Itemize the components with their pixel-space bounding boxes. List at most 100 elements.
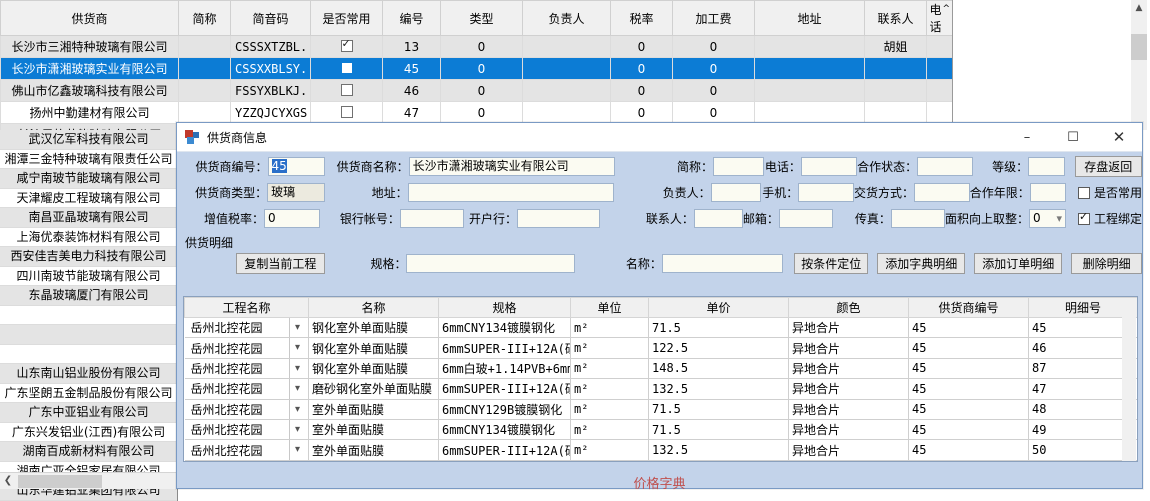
cell-common[interactable]: [311, 36, 383, 58]
chevron-down-icon[interactable]: ▾: [289, 338, 305, 357]
cell-common[interactable]: [311, 58, 383, 80]
vat-input[interactable]: 0: [264, 209, 320, 228]
common-checkbox[interactable]: [341, 40, 353, 52]
cell-common[interactable]: [311, 80, 383, 102]
add-order-detail-button[interactable]: 添加订单明细: [974, 253, 1062, 274]
common-checkbox[interactable]: [341, 106, 353, 118]
col-contact[interactable]: 联系人: [865, 1, 927, 36]
level-input[interactable]: [1028, 157, 1064, 176]
list-item[interactable]: 咸宁南玻节能玻璃有限公司: [0, 169, 177, 189]
col-common[interactable]: 是否常用: [311, 1, 383, 36]
cell-price[interactable]: 122.5: [649, 338, 789, 358]
supplier-left-list[interactable]: 武汉亿军科技有限公司湘潭三金特种玻璃有限责任公司咸宁南玻节能玻璃有限公司天津耀皮…: [0, 130, 178, 501]
dialog-title-bar[interactable]: 供货商信息 – ☐ ✕: [177, 123, 1142, 152]
chevron-down-icon[interactable]: ▾: [289, 440, 305, 459]
list-item[interactable]: 武汉亿军科技有限公司: [0, 130, 177, 150]
list-item[interactable]: [0, 306, 177, 326]
hscroll-thumb[interactable]: [18, 475, 102, 488]
col-fee[interactable]: 加工费: [673, 1, 755, 36]
list-item[interactable]: 四川南玻节能玻璃有限公司: [0, 267, 177, 287]
chevron-down-icon[interactable]: ▾: [289, 420, 305, 439]
table-row[interactable]: 岳州北控花园▾钢化室外单面贴膜6mmSUPER-III+12A(硅...m²12…: [185, 338, 1138, 358]
dcol-unit[interactable]: 单位: [571, 298, 649, 318]
dcol-supplier-no[interactable]: 供货商编号: [909, 298, 1029, 318]
chevron-down-icon[interactable]: ▾: [289, 400, 305, 419]
list-item[interactable]: 西安佳吉美电力科技有限公司: [0, 247, 177, 267]
cell-project[interactable]: 岳州北控花园▾: [185, 379, 309, 399]
save-return-button[interactable]: 存盘返回: [1075, 156, 1142, 177]
mobile-input[interactable]: [798, 183, 854, 202]
cell-price[interactable]: 132.5: [649, 440, 789, 460]
table-row[interactable]: 岳州北控花园▾钢化室外单面贴膜6mm白玻+1.14PVB+6mm...m²148…: [185, 358, 1138, 378]
chevron-down-icon[interactable]: ▾: [1056, 210, 1062, 227]
chevron-down-icon[interactable]: ▾: [289, 359, 305, 378]
list-item[interactable]: 广东兴发铝业(江西)有限公司: [0, 423, 177, 443]
col-supplier[interactable]: 供货商: [1, 1, 179, 36]
list-item[interactable]: 广东坚朗五金制品股份有限公司: [0, 384, 177, 404]
fax-input[interactable]: [891, 209, 945, 228]
delete-detail-button[interactable]: 删除明细: [1071, 253, 1142, 274]
table-row[interactable]: 岳州北控花园▾室外单面贴膜6mmSUPER-III+12A(硅...m²126.…: [185, 460, 1138, 462]
tel-input[interactable]: [801, 157, 857, 176]
col-abbr[interactable]: 简称: [179, 1, 231, 36]
close-button[interactable]: ✕: [1096, 123, 1142, 152]
minimize-button[interactable]: –: [1004, 123, 1050, 152]
col-pycode[interactable]: 简音码: [231, 1, 311, 36]
horizontal-scrollbar[interactable]: ❮: [0, 472, 178, 489]
col-tax[interactable]: 税率: [611, 1, 673, 36]
bank-acct-input[interactable]: [400, 209, 464, 228]
supplier-type-input[interactable]: 玻璃: [267, 183, 324, 202]
dcol-name[interactable]: 名称: [309, 298, 439, 318]
list-item[interactable]: 天津耀皮工程玻璃有限公司: [0, 189, 177, 209]
owner-input[interactable]: [711, 183, 761, 202]
col-tel[interactable]: 电话^: [927, 1, 953, 36]
cell-price[interactable]: 132.5: [649, 379, 789, 399]
dcol-spec[interactable]: 规格: [439, 298, 571, 318]
cell-project[interactable]: 岳州北控花园▾: [185, 318, 309, 338]
list-item[interactable]: 东晶玻璃厦门有限公司: [0, 286, 177, 306]
add-dictionary-detail-button[interactable]: 添加字典明细: [877, 253, 965, 274]
chevron-down-icon[interactable]: ▾: [289, 318, 305, 337]
list-item[interactable]: 广东中亚铝业有限公司: [0, 403, 177, 423]
email-input[interactable]: [779, 209, 833, 228]
cell-project[interactable]: 岳州北控花园▾: [185, 358, 309, 378]
area-round-select[interactable]: 0 ▾: [1029, 209, 1066, 228]
cell-price[interactable]: 126.5: [649, 460, 789, 462]
scroll-up-caret-icon[interactable]: ^: [942, 4, 950, 14]
detail-table-scrollbar[interactable]: [1122, 298, 1136, 462]
common-checkbox[interactable]: [341, 84, 353, 96]
list-item[interactable]: 湖南百成新材料有限公司: [0, 442, 177, 462]
list-item[interactable]: 山东南山铝业股份有限公司: [0, 364, 177, 384]
address-input[interactable]: [408, 183, 614, 202]
col-addr[interactable]: 地址: [755, 1, 865, 36]
cell-price[interactable]: 71.5: [649, 419, 789, 439]
spec-filter-input[interactable]: [406, 254, 575, 273]
chevron-down-icon[interactable]: ▾: [289, 461, 305, 462]
cell-project[interactable]: 岳州北控花园▾: [185, 440, 309, 460]
coop-state-input[interactable]: [917, 157, 973, 176]
cell-price[interactable]: 71.5: [649, 318, 789, 338]
cell-project[interactable]: 岳州北控花园▾: [185, 338, 309, 358]
locate-by-condition-button[interactable]: 按条件定位: [794, 253, 868, 274]
table-row[interactable]: 岳州北控花园▾磨砂钢化室外单面贴膜6mmSUPER-III+12A(硅...m²…: [185, 379, 1138, 399]
cell-project[interactable]: 岳州北控花园▾: [185, 460, 309, 462]
list-item[interactable]: 上海优泰装饰材料有限公司: [0, 228, 177, 248]
project-bind-checkbox[interactable]: 工程绑定: [1078, 210, 1142, 227]
abbr-input[interactable]: [713, 157, 764, 176]
list-item[interactable]: 南昌亚晶玻璃有限公司: [0, 208, 177, 228]
common-checkbox[interactable]: [341, 62, 353, 74]
name-filter-input[interactable]: [662, 254, 783, 273]
is-common-checkbox[interactable]: 是否常用: [1078, 184, 1142, 201]
table-row[interactable]: 岳州北控花园▾室外单面贴膜6mmSUPER-III+12A(硅...m²132.…: [185, 440, 1138, 460]
list-item[interactable]: [0, 325, 177, 345]
col-type[interactable]: 类型: [441, 1, 523, 36]
cell-common[interactable]: [311, 102, 383, 124]
dcol-project[interactable]: 工程名称: [185, 298, 309, 318]
supplier-no-input[interactable]: 45: [268, 157, 326, 176]
supplier-name-input[interactable]: 长沙市潇湘玻璃实业有限公司: [409, 157, 616, 176]
dcol-color[interactable]: 颜色: [789, 298, 909, 318]
